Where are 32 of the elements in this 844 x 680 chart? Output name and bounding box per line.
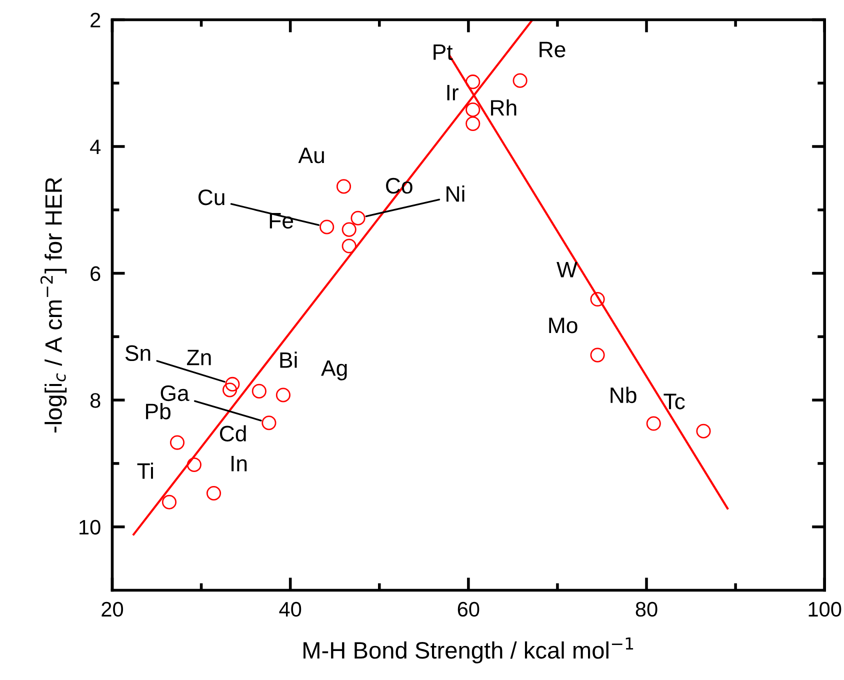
annotation: Cd [220,425,246,442]
annotation: Cu [198,189,224,206]
annotation: Ti [137,462,153,479]
annotation: Rh [491,99,516,116]
annotation: Tc [664,394,685,410]
annotation: Bi [280,352,297,368]
x-tick-label: 20 [102,602,124,617]
annotation: Ir [447,84,458,100]
y-tick-label: 6 [90,266,100,282]
annotation: Re [540,42,566,58]
x-tick-label: 60 [458,602,480,617]
annotation: Pt [434,44,453,60]
annotation: Mo [549,318,578,334]
annotation: Ga [160,385,190,402]
y-tick-label: 8 [90,393,100,408]
y-axis-title: -log[i$_{c}$ / A cm$^{−2}$] for HER [40,178,67,432]
annotation: Ag [321,360,347,380]
annotation: Au [298,148,324,164]
x-tick-label: 40 [279,602,302,617]
annotation: Zn [186,350,211,366]
x-axis-title: M-H Bond Strength / kcal mol$^{−1}$ [304,637,634,664]
annotation: Sn [125,345,150,362]
x-tick-label: 100 [808,602,842,617]
annotation: Nb [610,386,636,404]
annotation: Ni [446,186,464,202]
y-tick-label: 10 [80,520,100,535]
y-tick-label: 4 [90,140,101,154]
annotation: Pb [146,403,170,420]
y-tick-label: 2 [90,12,100,28]
annotation: In [232,456,247,472]
x-tick-label: 80 [636,602,658,617]
annotation: W [556,262,578,278]
